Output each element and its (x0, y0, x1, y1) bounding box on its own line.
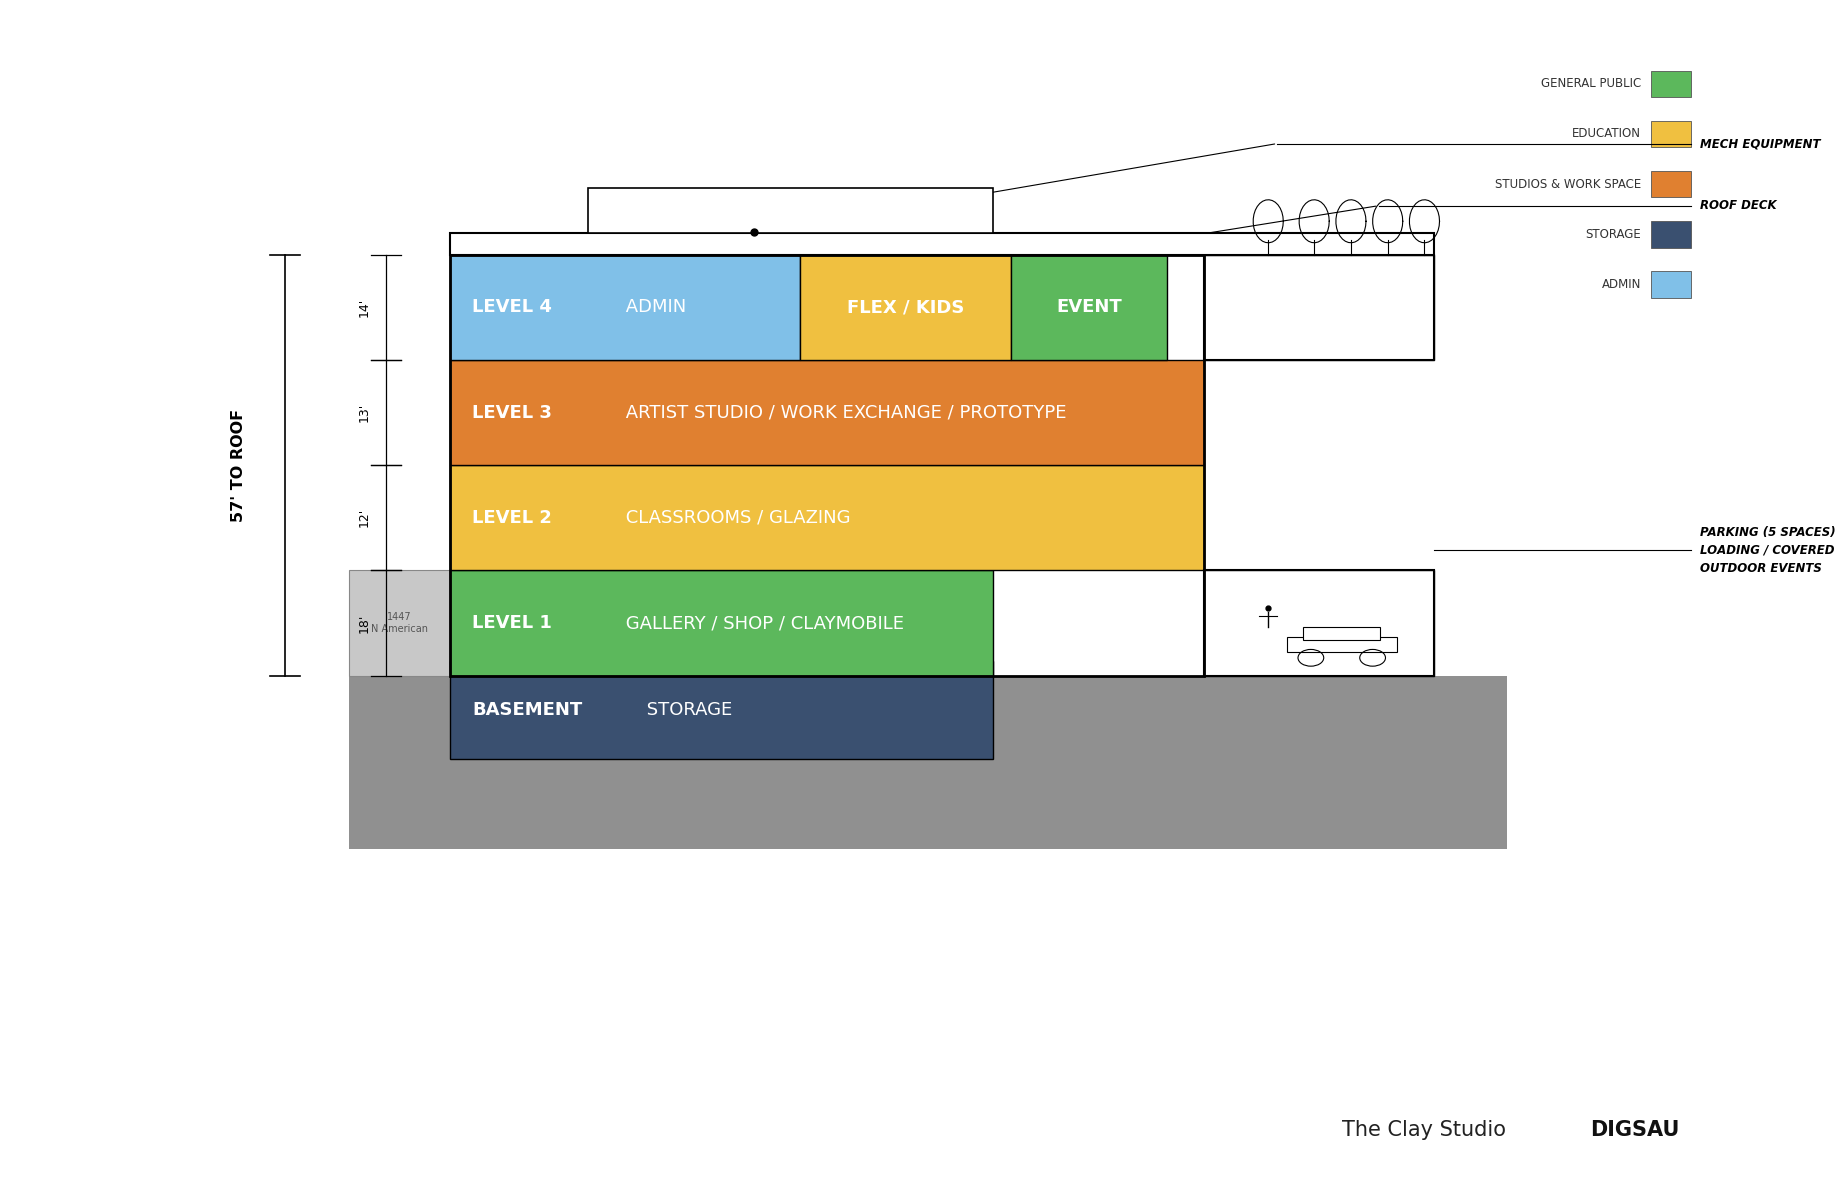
Bar (349, 570, 450, 676)
Bar (1204, 255, 1434, 360)
Bar (1287, 637, 1397, 652)
Text: ROOF DECK: ROOF DECK (1700, 200, 1777, 212)
Bar (1303, 627, 1380, 640)
Bar (1651, 271, 1691, 298)
Text: STUDIOS & WORK SPACE: STUDIOS & WORK SPACE (1494, 178, 1641, 190)
Bar (450, 255, 1434, 676)
Text: PARKING (5 SPACES) /
LOADING / COVERED
OUTDOOR EVENTS: PARKING (5 SPACES) / LOADING / COVERED O… (1700, 526, 1838, 574)
Text: ARTIST STUDIO / WORK EXCHANGE / PROTOTYPE: ARTIST STUDIO / WORK EXCHANGE / PROTOTYP… (621, 403, 1066, 422)
Bar (450, 360, 1204, 465)
Text: LEVEL 1: LEVEL 1 (472, 614, 551, 633)
Text: ADMIN: ADMIN (1603, 279, 1641, 291)
Text: CLASSROOMS / GLAZING: CLASSROOMS / GLAZING (621, 508, 851, 527)
Text: GALLERY / SHOP / CLAYMOBILE: GALLERY / SHOP / CLAYMOBILE (621, 614, 904, 633)
Text: 14': 14' (357, 298, 371, 317)
Bar (450, 465, 1204, 570)
Text: STORAGE: STORAGE (641, 701, 733, 720)
Text: ADMIN: ADMIN (621, 298, 687, 317)
Text: DIGSAU: DIGSAU (1590, 1121, 1680, 1140)
Bar (800, 255, 1011, 360)
Bar (1651, 171, 1691, 197)
Text: GENERAL PUBLIC: GENERAL PUBLIC (1540, 78, 1641, 90)
Text: MECH EQUIPMENT: MECH EQUIPMENT (1700, 138, 1821, 150)
Bar (1204, 570, 1434, 676)
Text: 1447
N American: 1447 N American (371, 612, 428, 634)
Text: FLEX / KIDS: FLEX / KIDS (847, 298, 963, 317)
Bar (450, 255, 800, 360)
Bar (450, 233, 1434, 255)
Text: 12': 12' (357, 508, 371, 527)
Bar (450, 255, 1204, 676)
Bar (588, 188, 993, 233)
Bar (1204, 570, 1434, 676)
Text: LEVEL 4: LEVEL 4 (472, 298, 551, 317)
Text: BASEMENT: BASEMENT (472, 701, 583, 720)
Text: STORAGE: STORAGE (1586, 228, 1641, 240)
Text: EVENT: EVENT (1057, 298, 1121, 317)
Bar (1651, 71, 1691, 97)
Bar (1204, 255, 1434, 360)
Text: 57' TO ROOF: 57' TO ROOF (232, 409, 246, 521)
Bar (1011, 255, 1167, 360)
Text: LEVEL 2: LEVEL 2 (472, 508, 551, 527)
Bar (1651, 121, 1691, 147)
Bar (1651, 221, 1691, 248)
Text: 13': 13' (357, 403, 371, 422)
Text: EDUCATION: EDUCATION (1571, 128, 1641, 140)
Bar (450, 661, 993, 759)
Bar (450, 570, 993, 676)
Text: LEVEL 3: LEVEL 3 (472, 403, 551, 422)
Bar (349, 676, 1507, 849)
Text: 18': 18' (357, 614, 371, 633)
Text: The Clay Studio: The Clay Studio (1342, 1121, 1505, 1140)
